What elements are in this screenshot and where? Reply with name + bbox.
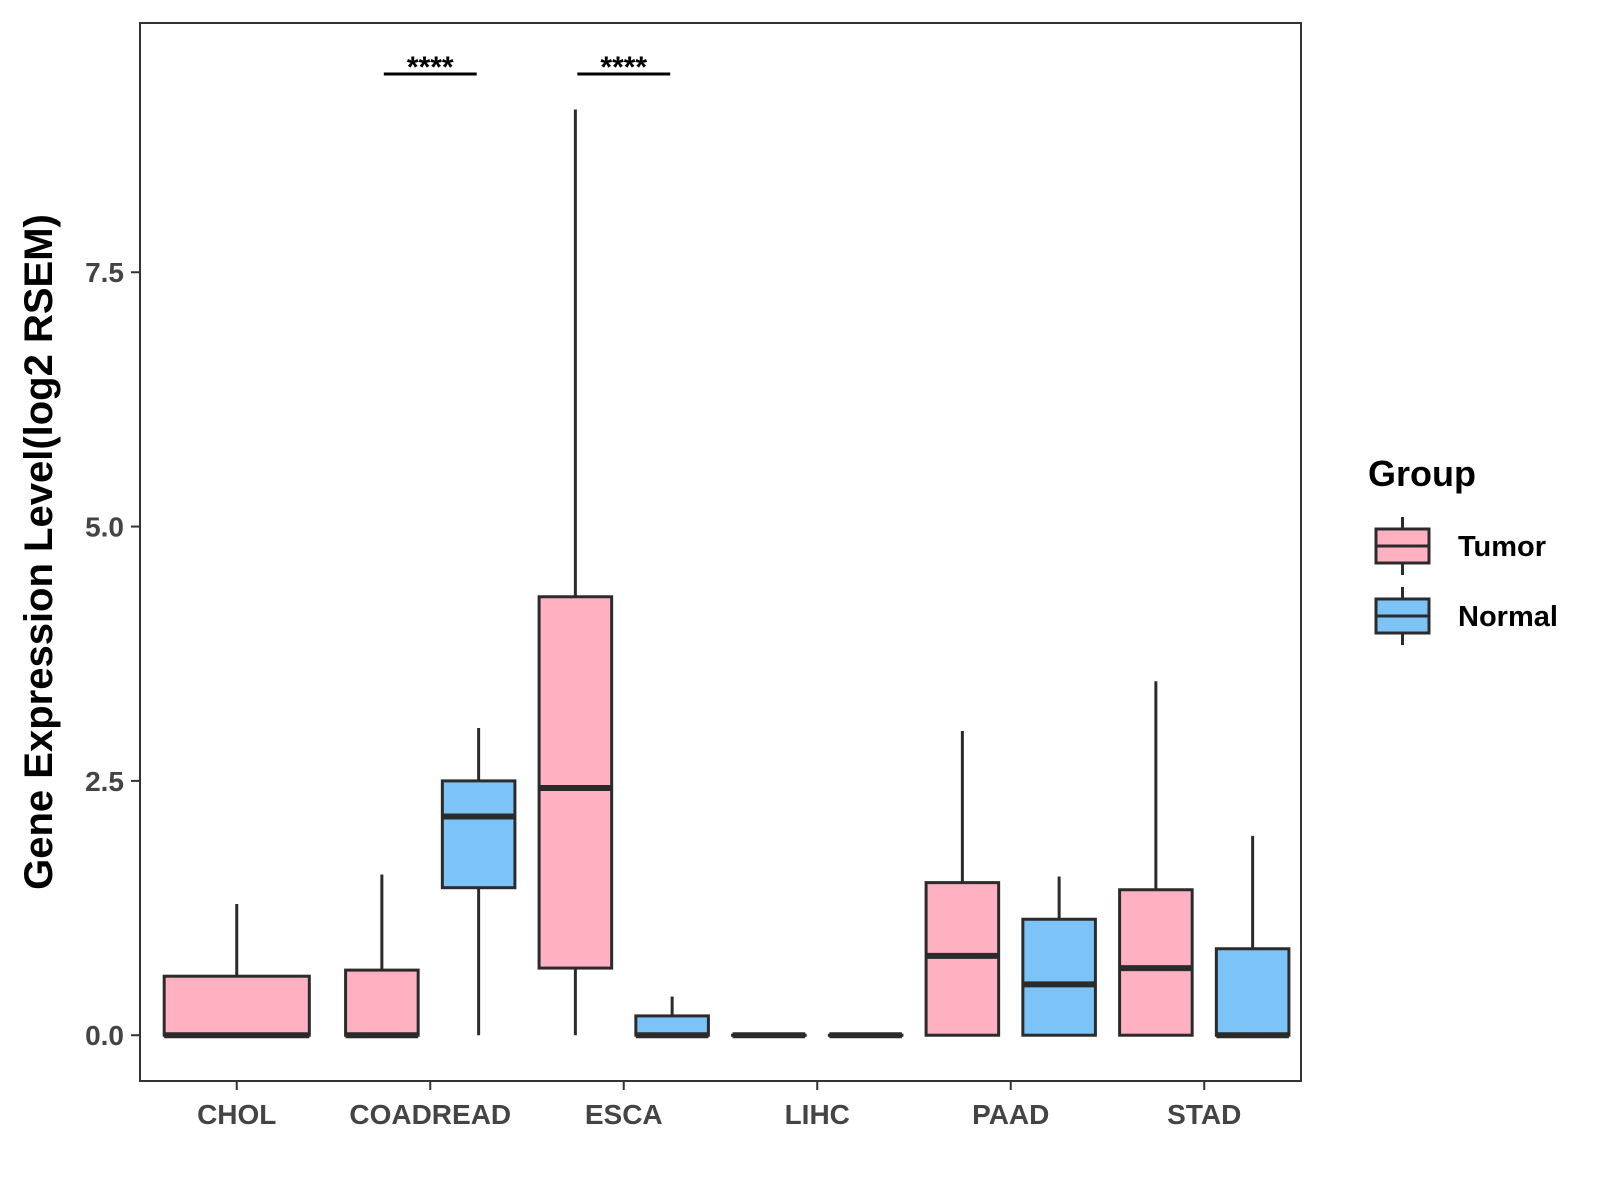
y-tick-label-3: 7.5: [85, 257, 124, 288]
box-body-normal-stad: [1214, 947, 1291, 1037]
legend-item-normal: Normal: [1374, 587, 1558, 645]
x-tick-label-3: LIHC: [785, 1099, 850, 1130]
box-tumor-coadread: [344, 874, 420, 1039]
box-normal-paad: [1021, 876, 1097, 1037]
plot-panel: [139, 22, 1302, 1082]
legend-title: Group: [1368, 453, 1476, 494]
box-tumor-paad: [924, 731, 1001, 1037]
x-tick-label-5: STAD: [1167, 1099, 1241, 1130]
box-normal-coadread: [440, 727, 517, 1036]
y-tick-label-0: 0.0: [85, 1020, 124, 1051]
boxes-layer: [162, 109, 1291, 1039]
x-tick-label-0: CHOL: [197, 1099, 276, 1130]
x-tick-label-1: COADREAD: [349, 1099, 511, 1130]
box-body-tumor-esca: [537, 595, 614, 970]
box-body-tumor-chol: [162, 974, 311, 1037]
legend-label-normal: Normal: [1458, 601, 1558, 633]
box-body-normal-coadread: [440, 779, 517, 890]
box-tumor-stad: [1118, 681, 1194, 1037]
x-tick-label-2: ESCA: [585, 1099, 663, 1130]
box-tumor-chol: [162, 903, 311, 1039]
y-axis-title: Gene Expression Level(log2 RSEM): [17, 214, 61, 890]
box-body-tumor-stad: [1118, 888, 1194, 1037]
y-tick-label-1: 2.5: [85, 766, 124, 797]
axes-layer: 0.0 2.5 5.0 7.5 CHOL COADREAD ESCA LIHC PAAD STAD: [85, 257, 1241, 1130]
legend-label-tumor: Tumor: [1458, 531, 1546, 563]
y-tick-label-2: 5.0: [85, 512, 124, 543]
box-normal-stad: [1214, 835, 1291, 1039]
box-normal-esca: [634, 996, 710, 1039]
annotations-layer: **** ****: [383, 51, 671, 84]
box-body-tumor-paad: [924, 881, 1001, 1037]
legend: Group Tumor Normal: [1368, 453, 1558, 645]
significance-label-1: ****: [600, 51, 647, 84]
legend-items: Tumor Normal: [1374, 517, 1558, 645]
box-tumor-esca: [537, 109, 614, 1036]
x-tick-label-4: PAAD: [972, 1099, 1049, 1130]
box-body-normal-paad: [1021, 917, 1097, 1037]
legend-item-tumor: Tumor: [1374, 517, 1546, 575]
significance-label-0: ****: [407, 51, 454, 84]
box-body-tumor-coadread: [344, 968, 420, 1037]
